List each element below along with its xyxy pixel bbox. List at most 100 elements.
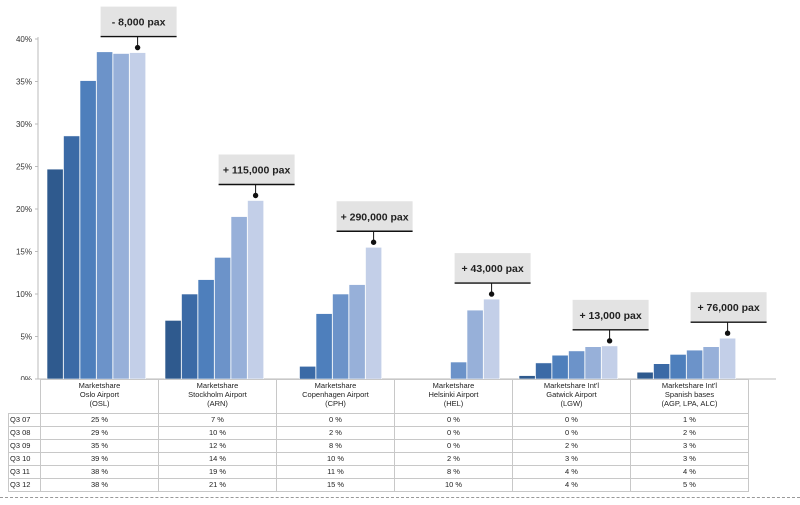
category-header: Marketshare Oslo Airport (OSL) xyxy=(40,379,159,414)
table-header-row: Marketshare Oslo Airport (OSL) Marketshare S… xyxy=(8,379,749,414)
callout-box xyxy=(218,154,295,185)
table-cell: 3 % xyxy=(512,452,631,466)
table-cell: 3 % xyxy=(630,452,749,466)
row-label: Q3 10 xyxy=(8,452,41,466)
dashed-divider xyxy=(0,497,800,498)
table-cell: 1 % xyxy=(630,413,749,427)
bar xyxy=(247,200,265,380)
table-cell: 5 % xyxy=(630,478,749,492)
table-cell: 0 % xyxy=(394,439,513,453)
bar xyxy=(332,293,350,380)
table-cell: 2 % xyxy=(394,452,513,466)
bar xyxy=(197,279,215,380)
table-cell: 38 % xyxy=(40,465,159,479)
callout-dot xyxy=(370,239,377,245)
table-cell: 10 % xyxy=(394,478,513,492)
y-tick-label: 40% xyxy=(16,35,32,44)
table-row: Q3 11 38 % 19 % 11 % 8 % 4 % 4 % xyxy=(8,465,749,479)
table-cell: 14 % xyxy=(158,452,277,466)
row-label: Q3 08 xyxy=(8,426,41,440)
table-cell: 4 % xyxy=(512,478,631,492)
table-cell: 0 % xyxy=(512,426,631,440)
table-cell: 4 % xyxy=(512,465,631,479)
y-tick-label: 0% xyxy=(20,375,32,380)
bar xyxy=(669,354,687,380)
table-cell: 11 % xyxy=(276,465,395,479)
bar xyxy=(568,350,586,380)
callout-dot xyxy=(252,192,259,199)
bar-chart: 0% 5% 10% 15% 20% 25% 30% 35% 40% - 8,000 pax + 11… xyxy=(16,6,776,380)
category-label-line: Oslo Airport xyxy=(79,390,120,399)
bar xyxy=(63,135,81,380)
category-label-line: Marketshare Int'l xyxy=(661,381,718,390)
bar xyxy=(702,346,720,380)
bar xyxy=(46,168,64,380)
table-cell: 21 % xyxy=(158,478,277,492)
category-header: Marketshare Copenhagen Airport (CPH) xyxy=(276,379,395,414)
table-cell: 0 % xyxy=(394,413,513,427)
callout-dot xyxy=(134,44,141,51)
category-label-line: (ARN) xyxy=(207,399,228,408)
category-label-line: Marketshare xyxy=(314,381,357,390)
table-cell: 19 % xyxy=(158,465,277,479)
bar xyxy=(653,363,671,380)
table-cell: 7 % xyxy=(158,413,277,427)
y-tick-label: 5% xyxy=(20,333,32,342)
callout-box xyxy=(572,299,649,330)
y-tick-label: 15% xyxy=(16,248,32,257)
table-cell: 39 % xyxy=(40,452,159,466)
row-label: Q3 07 xyxy=(8,413,41,427)
category-label-line: Marketshare xyxy=(432,381,475,390)
table-cell: 35 % xyxy=(40,439,159,453)
callout-dot xyxy=(488,291,495,297)
bar xyxy=(686,349,704,380)
table-row: Q3 09 35 % 12 % 8 % 0 % 2 % 3 % xyxy=(8,439,749,453)
category-label-line: (HEL) xyxy=(443,399,464,408)
category-label-line: Marketshare xyxy=(196,381,239,390)
y-tick-label: 25% xyxy=(16,163,32,172)
table-corner xyxy=(8,379,41,414)
table-cell: 10 % xyxy=(276,452,395,466)
table-cell: 0 % xyxy=(276,413,395,427)
bar xyxy=(112,53,130,380)
y-tick-label: 35% xyxy=(16,78,32,87)
bar xyxy=(450,361,468,380)
bar xyxy=(535,362,553,380)
callout-box xyxy=(100,6,177,37)
category-label-line: Copenhagen Airport xyxy=(302,390,369,399)
category-label-line: Spanish bases xyxy=(664,390,715,399)
callout-label: + 290,000 pax xyxy=(341,211,409,223)
callout-label: + 43,000 pax xyxy=(462,263,524,275)
row-label: Q3 12 xyxy=(8,478,41,492)
y-tick-label: 20% xyxy=(16,205,32,214)
table-row: Q3 07 25 % 7 % 0 % 0 % 0 % 1 % xyxy=(8,413,749,427)
bar xyxy=(96,51,114,380)
bar xyxy=(79,80,97,380)
y-tick-label: 10% xyxy=(16,290,32,299)
bar xyxy=(181,293,199,380)
bar xyxy=(315,313,333,380)
category-label-line: (OSL) xyxy=(89,399,110,408)
table-cell: 0 % xyxy=(394,426,513,440)
bar xyxy=(164,320,182,380)
category-label-line: Gatwick Airport xyxy=(546,390,597,399)
table-cell: 4 % xyxy=(630,465,749,479)
callout-dot xyxy=(724,330,731,336)
table-cell: 15 % xyxy=(276,478,395,492)
table-cell: 8 % xyxy=(276,439,395,453)
row-label: Q3 09 xyxy=(8,439,41,453)
table-cell: 3 % xyxy=(630,439,749,453)
category-header: Marketshare Int'l Gatwick Airport (LGW) xyxy=(512,379,631,414)
category-label-line: Stockholm Airport xyxy=(188,390,247,399)
bar xyxy=(636,371,654,380)
callout-label: + 76,000 pax xyxy=(698,302,760,314)
category-header: Marketshare Int'l Spanish bases (AGP, LPA,… xyxy=(630,379,749,414)
callout-dot xyxy=(606,338,613,344)
table-cell: 2 % xyxy=(630,426,749,440)
table-row: Q3 12 38 % 21 % 15 % 10 % 4 % 5 % xyxy=(8,478,749,492)
category-label-line: (CPH) xyxy=(325,399,346,408)
y-tick-label: 30% xyxy=(16,120,32,129)
table-cell: 25 % xyxy=(40,413,159,427)
category-label-line: Marketshare Int'l xyxy=(543,381,600,390)
bar xyxy=(214,257,232,380)
